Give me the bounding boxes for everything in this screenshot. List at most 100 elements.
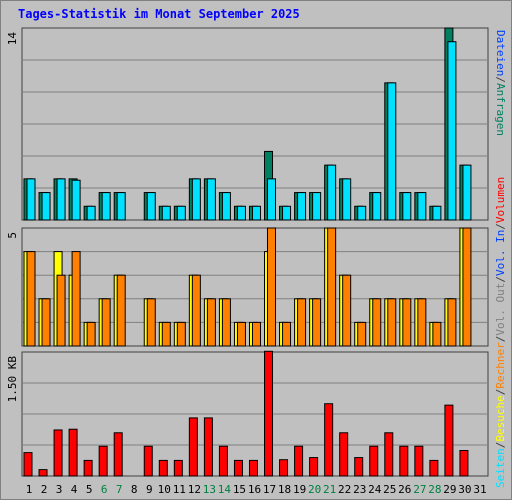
hits-seiten-bar (161, 205, 171, 221)
day-label: 21 (323, 483, 336, 496)
volume-volumen-bar (399, 445, 409, 477)
volume-volumen-bar (339, 432, 349, 477)
y-max-label: 5 (6, 232, 19, 239)
hits-seiten-bar (432, 205, 442, 221)
volume-volumen-bar (233, 459, 243, 477)
hits-seiten-bar (462, 164, 472, 221)
day-label: 15 (233, 483, 246, 496)
hits-seiten-bar (56, 178, 66, 221)
volume-panel (21, 350, 489, 477)
visits-rechner-bar (26, 251, 36, 347)
day-label: 22 (338, 483, 351, 496)
day-label: 1 (26, 483, 33, 496)
day-label: 17 (263, 483, 276, 496)
legend-entry: Vol. Out (494, 283, 507, 336)
volume-volumen-bar (248, 459, 258, 477)
visits-rechner-bar (116, 274, 126, 347)
volume-volumen-bar (279, 459, 289, 477)
day-label: 13 (203, 483, 216, 496)
volume-volumen-bar (324, 403, 334, 477)
volume-volumen-bar (53, 429, 63, 477)
hits-seiten-bar (221, 192, 231, 221)
hits-seiten-bar (206, 178, 216, 221)
day-label: 2 (41, 483, 48, 496)
legend-entry: Volumen (494, 177, 507, 223)
volume-volumen-bar (203, 417, 213, 477)
visits-rechner-bar (146, 298, 156, 347)
legend-sep: / (494, 76, 507, 83)
hits-seiten-bar (417, 192, 427, 221)
legend-entry: Besuche (494, 395, 507, 441)
hits-seiten-bar (312, 192, 322, 221)
legend-entry: / (494, 442, 507, 449)
day-label: 30 (458, 483, 471, 496)
hits-seiten-bar (191, 178, 201, 221)
day-label: 23 (353, 483, 366, 496)
day-label: 7 (116, 483, 123, 496)
day-label: 26 (398, 483, 411, 496)
visits-rechner-bar (267, 227, 277, 347)
legend-lower: Seiten/Besuche/Rechner/Vol. Out/Vol. In/… (494, 177, 507, 488)
visits-rechner-bar (312, 298, 322, 347)
volume-volumen-bar (444, 404, 454, 477)
visits-panel (21, 227, 489, 347)
day-label: 16 (248, 483, 261, 496)
hits-seiten-bar (176, 205, 186, 221)
hits-seiten-bar (297, 192, 307, 221)
visits-rechner-bar (462, 227, 472, 347)
hits-seiten-bar (387, 82, 397, 221)
visits-rechner-bar (41, 298, 51, 347)
visits-rechner-bar (282, 321, 292, 347)
day-label: 31 (473, 483, 486, 496)
hits-seiten-bar (402, 192, 412, 221)
hits-seiten-bar (236, 205, 246, 221)
visits-rechner-bar (387, 298, 397, 347)
visits-rechner-bar (357, 321, 367, 347)
visits-rechner-bar (101, 298, 111, 347)
volume-volumen-bar (23, 452, 33, 477)
legend-entry: Rechner (494, 342, 507, 389)
day-label: 8 (131, 483, 138, 496)
volume-volumen-bar (83, 459, 93, 477)
day-label: 27 (413, 483, 426, 496)
volume-volumen-bar (309, 457, 319, 477)
volume-volumen-bar (369, 445, 379, 477)
volume-volumen-bar (188, 417, 198, 477)
hits-panel (21, 27, 489, 221)
day-label: 29 (443, 483, 456, 496)
hits-seiten-bar (357, 205, 367, 221)
volume-volumen-bar (294, 445, 304, 477)
legend-entry: Vol. In (494, 230, 507, 276)
day-label: 19 (293, 483, 306, 496)
hits-seiten-bar (116, 192, 126, 221)
volume-volumen-bar (429, 459, 439, 477)
day-label: 3 (56, 483, 63, 496)
hits-seiten-bar (26, 178, 36, 221)
y-max-label: 1.50 KB (6, 356, 19, 403)
day-label: 10 (158, 483, 171, 496)
legend-dateien: Dateien (494, 30, 507, 77)
visits-rechner-bar (86, 321, 96, 347)
y-axis-labels: 14 5 1.50 KB (6, 32, 19, 403)
volume-volumen-bar (158, 459, 168, 477)
hits-seiten-bar (282, 205, 292, 221)
legend-hits: Dateien/Anfragen (493, 30, 507, 220)
y-max-label: 14 (6, 32, 19, 46)
hits-seiten-bar (372, 192, 382, 221)
hits-seiten-bar (342, 178, 352, 221)
visits-rechner-bar (432, 321, 442, 347)
legend-entry: / (494, 276, 507, 283)
volume-volumen-bar (98, 445, 108, 477)
hits-seiten-bar (101, 192, 111, 221)
chart-title: Tages-Statistik im Monat September 2025 (18, 7, 300, 21)
day-label: 5 (86, 483, 93, 496)
day-label: 20 (308, 483, 321, 496)
day-label: 24 (368, 483, 382, 496)
day-labels: 1 2 3 4 5 6 7 8 9 10 11 12 13 14 15 16 17 18 19 20 21 22 23 24 2… (26, 483, 487, 496)
hits-seiten-bar (86, 205, 96, 221)
visits-rechner-bar (176, 321, 186, 347)
day-label: 18 (278, 483, 291, 496)
day-label: 4 (71, 483, 78, 496)
visits-rechner-bar (161, 321, 171, 347)
